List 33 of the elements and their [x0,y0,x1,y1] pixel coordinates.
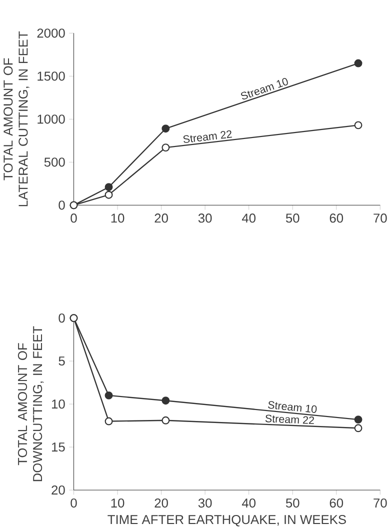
x-tick-label: 0 [70,214,77,223]
x-tick-label: 20 [154,214,168,223]
x-tick-label: 40 [242,498,256,508]
y-tick-label: 10 [52,400,65,409]
x-tick-label: 30 [198,498,212,508]
x-tick-label: 70 [374,214,387,223]
x-tick-label: 20 [154,498,168,508]
x-tick-label: 50 [286,498,300,508]
y-tick-label: 20 [52,486,65,495]
y-axis-title: TOTAL AMOUNT OF DOWNCUTTING, IN FEET [18,326,44,482]
y-tick-label: 500 [44,158,65,167]
x-tick-label: 0 [70,498,77,508]
y-tick-label: 1500 [38,72,65,81]
x-tick-label: 60 [330,214,344,223]
x-tick-label: 30 [198,214,212,223]
x-tick-label: 10 [111,214,124,223]
x-tick-label: 10 [111,498,124,508]
x-tick-label: 60 [330,498,344,508]
y-axis-title: TOTAL AMOUNT OF LATERAL CUTTING, IN FEET [4,31,30,206]
y-tick-label: 15 [52,442,65,452]
x-tick-label: 50 [286,214,300,223]
x-tick-label: 40 [242,214,256,223]
text: Stream 10 [268,401,317,413]
x-axis-title: TIME AFTER EARTHQUAKE, IN WEEKS [108,514,346,526]
y-tick-label: 5 [58,356,65,366]
series-label: Stream 22 [265,414,314,424]
y-tick-label: 1000 [38,114,65,124]
text: Stream 22 [184,130,232,143]
y-tick-label: 0 [58,200,65,210]
y-tick-label: 2000 [37,28,65,38]
text: Stream 10 [241,78,288,100]
y-tick-label: 0 [58,313,65,323]
x-tick-label: 70 [374,498,387,508]
